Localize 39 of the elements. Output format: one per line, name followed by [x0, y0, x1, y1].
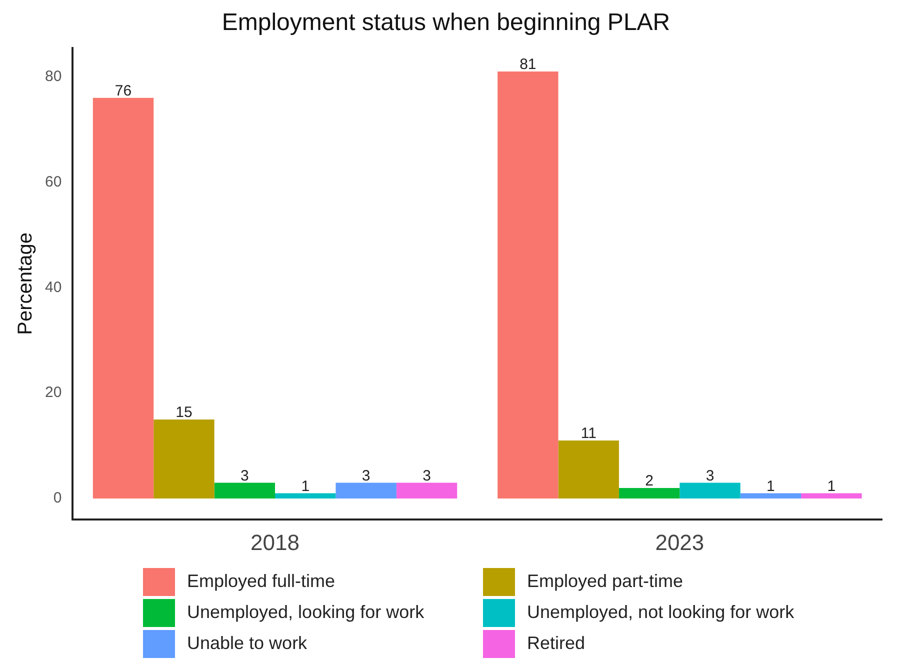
x-tick-label: 2018 [250, 530, 300, 555]
y-tick-label: 80 [44, 68, 62, 85]
data-label: 76 [114, 82, 132, 100]
legend-label: Retired [527, 633, 586, 654]
bar [680, 482, 740, 499]
legend-label: Unemployed, not looking for work [527, 602, 794, 623]
data-label: 1 [766, 478, 775, 495]
bar [558, 440, 619, 499]
bar [275, 493, 336, 499]
data-label: 3 [706, 467, 714, 484]
data-label: 3 [362, 467, 370, 484]
legend-label: Unemployed, looking for work [187, 602, 424, 623]
legend-label: Unable to work [187, 633, 308, 654]
chart-title: Employment status when beginning PLAR [222, 9, 670, 36]
bar [92, 98, 154, 499]
data-label: 11 [580, 425, 596, 442]
bar [154, 419, 214, 499]
bar [618, 488, 680, 499]
y-tick-label: 0 [53, 490, 62, 507]
bar [801, 493, 862, 499]
bar [498, 72, 558, 499]
bar [740, 493, 802, 499]
bar [214, 482, 276, 499]
data-label: 3 [422, 467, 431, 484]
legend-label: Employed part-time [527, 571, 684, 592]
data-label: 81 [520, 56, 536, 74]
data-label: 1 [827, 478, 836, 495]
data-label: 3 [240, 467, 249, 484]
x-tick-label: 2023 [655, 530, 704, 555]
y-axis-title: Percentage [14, 232, 37, 335]
data-label: 2 [645, 472, 654, 490]
bar [336, 482, 396, 499]
y-tick-label: 20 [44, 384, 62, 402]
data-label: 1 [301, 478, 310, 495]
bar [396, 482, 458, 499]
y-tick-label: 60 [44, 173, 62, 190]
data-label: 15 [176, 404, 192, 422]
y-tick-label: 40 [44, 278, 62, 296]
legend-label: Employed full-time [187, 571, 336, 592]
